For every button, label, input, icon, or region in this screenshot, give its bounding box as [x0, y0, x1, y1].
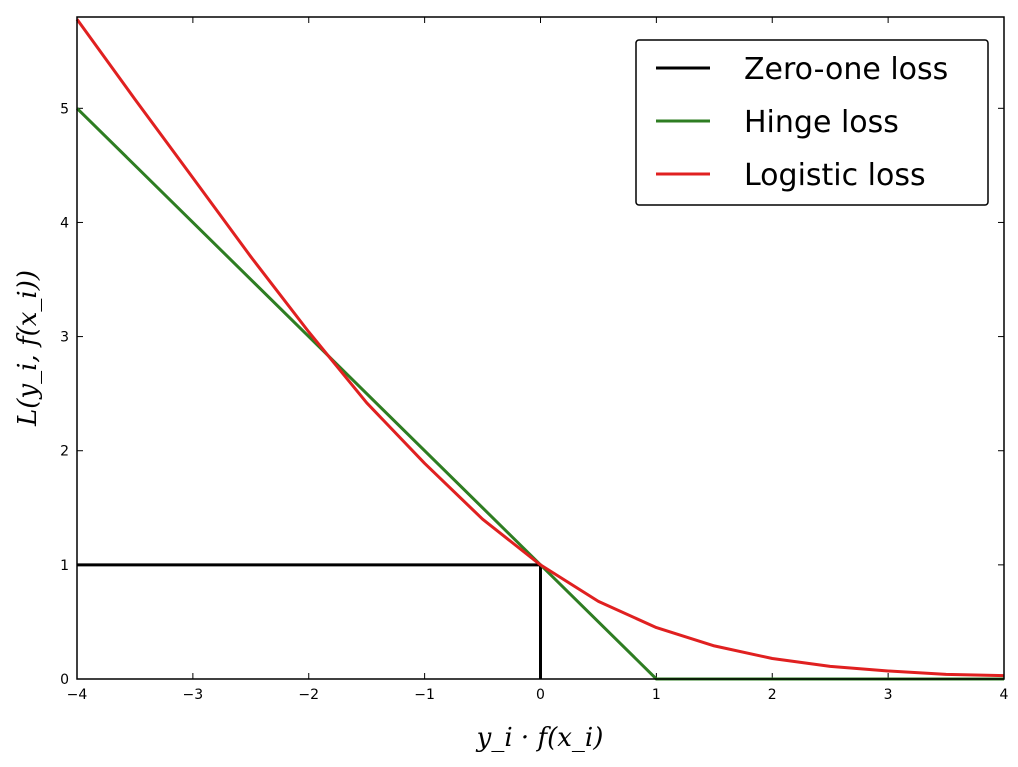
y-tick-label: 4 — [60, 215, 69, 231]
x-tick-label: 1 — [652, 687, 661, 703]
x-tick-label: −3 — [183, 687, 204, 703]
x-tick-label: −1 — [414, 687, 435, 703]
y-tick-label: 1 — [60, 558, 69, 574]
legend-label-logistic-loss: Logistic loss — [744, 158, 926, 193]
y-tick-label: 2 — [60, 444, 69, 460]
x-tick-label: −4 — [67, 687, 88, 703]
x-tick-label: 0 — [536, 687, 545, 703]
x-axis-label: y_i · f(x_i) — [476, 723, 604, 753]
y-tick-label: 0 — [60, 672, 69, 688]
y-tick-label: 3 — [60, 330, 69, 346]
y-tick-label: 5 — [60, 101, 69, 117]
legend-label-hinge-loss: Hinge loss — [744, 105, 899, 140]
series-line-zero-one-loss — [77, 565, 541, 679]
x-tick-label: 2 — [768, 687, 777, 703]
legend-label-zero-one-loss: Zero-one loss — [744, 52, 948, 87]
legend: Zero-one loss Hinge loss Logistic loss — [636, 40, 988, 205]
x-tick-label: −2 — [298, 687, 319, 703]
x-tick-label: 4 — [1000, 687, 1009, 703]
x-tick-label: 3 — [884, 687, 893, 703]
y-axis-label: L(y_i, f(x_i)) — [13, 270, 43, 427]
